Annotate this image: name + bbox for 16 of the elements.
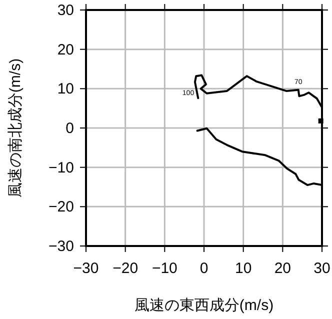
x-tick-label: 10	[234, 260, 252, 277]
x-tick-label: 20	[274, 260, 292, 277]
x-tick-label: −20	[112, 260, 138, 277]
y-tick-label: 20	[57, 41, 74, 58]
x-tick-label: 30	[314, 260, 330, 277]
x-tick-label: −30	[73, 260, 99, 277]
y-axis-title: 風速の南北成分(m/s)	[7, 58, 24, 198]
x-tick-label: −10	[152, 260, 178, 277]
y-tick-label: −30	[48, 238, 74, 255]
y-tick-label: 30	[57, 2, 74, 19]
x-tick-label: 0	[200, 260, 208, 277]
y-tick-label: −20	[48, 198, 74, 216]
x-axis-title: 風速の東西成分(m/s)	[134, 297, 274, 314]
y-tick-label: 0	[66, 120, 74, 137]
y-tick-label: −10	[48, 159, 74, 176]
y-tick-label: 10	[57, 80, 74, 98]
